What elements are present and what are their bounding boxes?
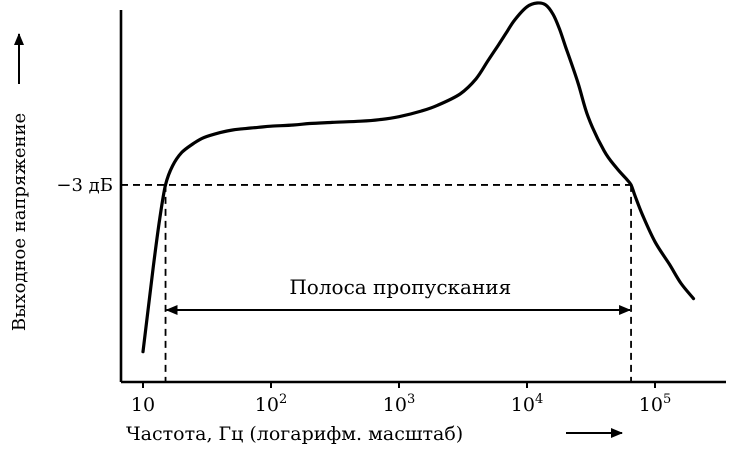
x-tick-label: 103 [383, 392, 415, 416]
y-tick-label-minus3db: −3 дБ [56, 175, 113, 196]
x-tick-label: 10 [131, 394, 155, 416]
y-axis-title: Выходное напряжение [9, 33, 30, 331]
y-axis-label: Выходное напряжение [9, 113, 30, 331]
x-tick-label: 105 [639, 392, 671, 416]
series-line [141, 1, 696, 354]
x-tick-label: 102 [255, 392, 287, 416]
bandwidth-label: Полоса пропускания [289, 275, 511, 299]
x-axis-label: Частота, Гц (логарифм. масштаб) [126, 423, 463, 445]
x-tick-label: 104 [511, 392, 543, 416]
